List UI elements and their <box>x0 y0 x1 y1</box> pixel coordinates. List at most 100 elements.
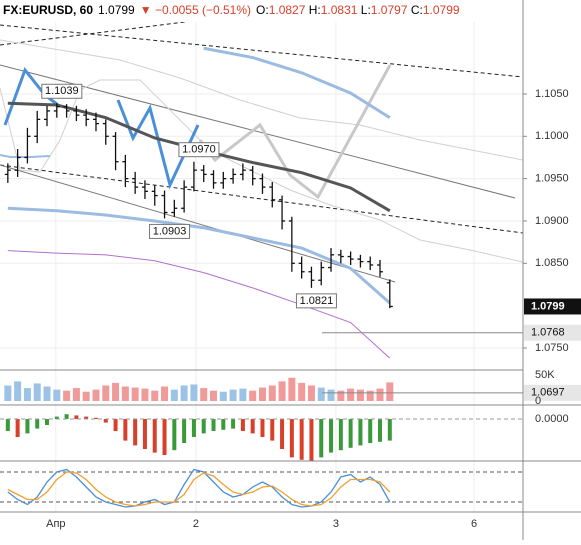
histogram-bar <box>211 419 216 431</box>
y-tick-label: 1.0750 <box>535 342 569 354</box>
drawings <box>0 22 523 283</box>
volume-bar <box>14 381 22 401</box>
zigzag <box>3 66 59 126</box>
ohlc-name: O: <box>256 3 269 17</box>
histogram-bar <box>319 419 324 458</box>
price-label: 1.0799 <box>531 300 565 312</box>
volume-bar <box>219 391 227 401</box>
volume-bar <box>180 385 188 401</box>
y-tick-label: 1.1050 <box>535 88 569 100</box>
histogram-bar <box>280 419 285 449</box>
ohlc-value: 1.0831 <box>320 3 358 17</box>
histogram-bar <box>338 419 343 451</box>
volume-bar <box>92 389 100 401</box>
histogram-bar <box>182 419 187 443</box>
histogram-bar <box>84 416 89 419</box>
y-tick-label: 0 <box>535 395 541 407</box>
histogram-bar <box>113 419 118 431</box>
volume-bar <box>112 382 120 401</box>
histogram-bar <box>329 419 334 453</box>
histogram-bar <box>172 419 177 451</box>
x-tick-label: 3 <box>333 518 339 530</box>
last-price: 1.0799 <box>98 3 135 17</box>
volume-bar <box>131 387 139 401</box>
volume-bar <box>43 386 51 401</box>
header: FX:EURUSD, 60 1.0799 ▼ −0.0055 (−0.51%) … <box>3 3 460 17</box>
annotation: 1.0903 <box>153 225 187 237</box>
annotation: 1.1039 <box>45 85 79 97</box>
histogram-bar <box>368 419 373 443</box>
volume-bar <box>53 389 61 401</box>
histogram-bar <box>378 419 383 442</box>
price-label-box <box>524 384 581 401</box>
histogram-bar <box>64 414 69 419</box>
annotation: 1.0970 <box>182 144 216 156</box>
volume-bar <box>170 389 178 401</box>
annotation-box <box>178 142 220 158</box>
annotation-box <box>149 223 191 239</box>
histogram-bar <box>123 419 128 441</box>
price-label: 1.0697 <box>531 387 565 399</box>
histogram-bar <box>142 419 147 449</box>
price-label: 1.0768 <box>531 327 565 339</box>
histogram-bar <box>35 419 40 429</box>
ohlc-name: C: <box>410 3 423 17</box>
volume-bar <box>268 385 276 401</box>
histogram-bar <box>201 419 206 434</box>
volume-bar <box>33 383 41 401</box>
y-tick-label: 0.0000 <box>535 413 569 425</box>
volume-bar <box>141 388 149 401</box>
channel-line <box>0 164 523 234</box>
volume-bar <box>121 386 129 401</box>
x-tick-label: 6 <box>471 518 477 530</box>
volume-bar <box>249 390 257 401</box>
volume-bar <box>229 389 237 401</box>
x-tick-label: Апр <box>46 518 65 530</box>
histogram-bar <box>250 419 255 434</box>
histogram-bar <box>15 419 20 437</box>
volume-bar <box>327 389 335 401</box>
change: ▼ −0.0055 (−0.51%) <box>139 3 252 17</box>
histogram-bar <box>45 419 50 425</box>
histogram-bar <box>93 417 98 419</box>
volume-bar <box>4 385 12 401</box>
histogram-bar <box>309 419 314 461</box>
oscillator-line <box>7 471 391 507</box>
histogram-bar <box>5 419 10 431</box>
histogram-bar <box>191 419 196 437</box>
histogram-bar <box>54 416 59 419</box>
volume-bar <box>347 388 355 401</box>
volume-bar <box>376 388 384 401</box>
volume-bar <box>356 389 364 401</box>
price-label-box <box>524 298 581 315</box>
histogram-bar <box>231 419 236 429</box>
histogram-bar <box>103 419 108 423</box>
y-tick-label: 1.0950 <box>535 173 569 185</box>
volume-bar <box>102 385 110 401</box>
volume-bar <box>190 384 198 401</box>
annotation: 1.0821 <box>300 295 334 307</box>
ohlc-name: H: <box>308 3 321 17</box>
histogram-bar <box>299 419 304 460</box>
volume-bar <box>288 377 296 401</box>
ohlc: O:1.0827 H:1.0831 L:1.0797 C:1.0799 <box>256 3 460 17</box>
volume-bar <box>23 388 31 401</box>
channel-line <box>0 24 523 78</box>
volume-bar <box>210 390 218 401</box>
histogram-bar <box>162 419 167 455</box>
histogram-bar <box>74 415 79 419</box>
annotation-box <box>41 83 83 99</box>
histogram-bar <box>133 419 138 446</box>
volume-bar <box>239 388 247 401</box>
ohlc-name: L: <box>360 3 371 17</box>
volume-bar <box>366 390 374 401</box>
volume-bar <box>386 382 394 401</box>
histogram-bar <box>270 419 275 441</box>
x-tick-label: 2 <box>193 518 199 530</box>
volume-bar <box>161 386 169 401</box>
histogram-bar <box>152 419 157 453</box>
volume-bar <box>317 387 325 401</box>
